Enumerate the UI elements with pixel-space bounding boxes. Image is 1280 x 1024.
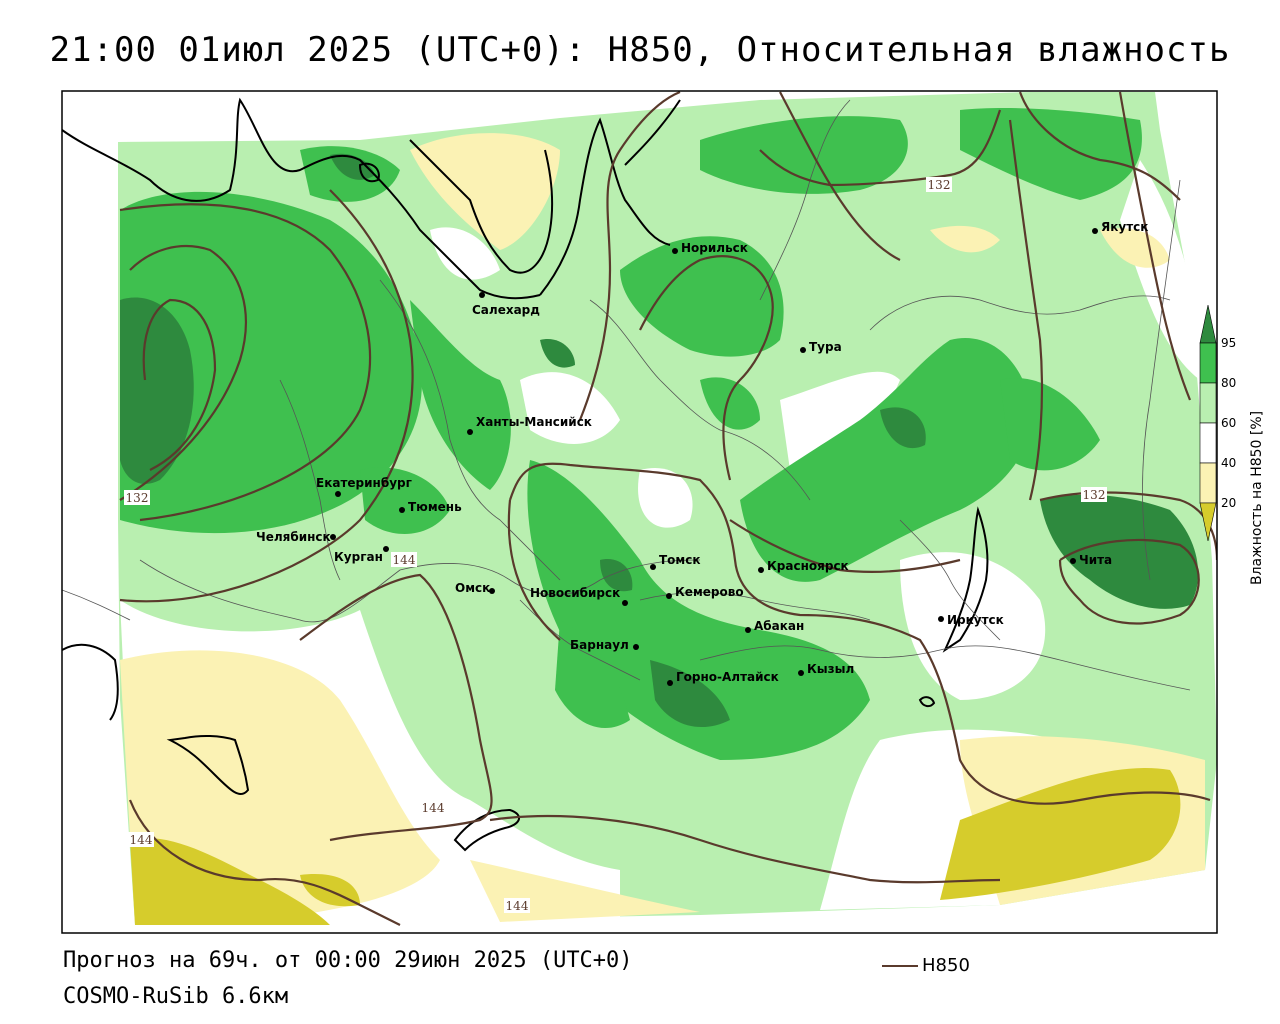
colorbar-segment-60-40: [1199, 422, 1217, 464]
city-norilsk: Норильск: [672, 241, 748, 255]
city-kurgan: Курган: [334, 546, 389, 564]
colorbar-tick: 40: [1221, 456, 1236, 470]
svg-text:Тюмень: Тюмень: [408, 500, 462, 514]
city-kyzyl: Кызыл: [798, 662, 854, 676]
svg-text:Тура: Тура: [809, 340, 842, 354]
city-gorno-altaysk: Горно-Алтайск: [667, 670, 779, 686]
colorbar-tick: 95: [1221, 336, 1236, 350]
city-irkutsk: Иркутск: [938, 613, 1004, 627]
cities: Якутск Норильск Салехард Тура Ханты-Манс…: [256, 220, 1148, 686]
city-yekaterinburg: Екатеринбург: [316, 476, 412, 497]
svg-text:Абакан: Абакан: [754, 619, 804, 633]
svg-text:132: 132: [928, 178, 951, 192]
map-frame: [61, 90, 1218, 934]
svg-text:144: 144: [130, 833, 153, 847]
isoline-legend-swatch: [882, 965, 918, 967]
city-tyumen: Тюмень: [399, 500, 462, 514]
colorbar-tick: 80: [1221, 376, 1236, 390]
isoline-label: 132: [1081, 487, 1107, 502]
svg-text:Екатеринбург: Екатеринбург: [316, 476, 412, 490]
isoline-label: 144: [504, 898, 530, 913]
isoline-labels: 132 132 132 144 144 144: [124, 177, 1107, 913]
svg-text:Салехард: Салехард: [472, 303, 540, 317]
svg-text:144: 144: [506, 899, 529, 913]
svg-text:Новосибирск: Новосибирск: [530, 586, 620, 600]
city-chita: Чита: [1070, 553, 1112, 567]
svg-text:Курган: Курган: [334, 550, 383, 564]
colorbar-tick: 20: [1221, 496, 1236, 510]
humidity-above-95-region: [120, 153, 1199, 728]
svg-text:Иркутск: Иркутск: [947, 613, 1004, 627]
svg-text:144: 144: [393, 553, 416, 567]
svg-text:Ханты-Мансийск: Ханты-Мансийск: [476, 415, 592, 429]
city-kemerovo: Кемерово: [666, 585, 744, 599]
city-khanty-mansiysk: Ханты-Мансийск: [467, 415, 592, 435]
colorbar-segment-under20: [1199, 502, 1217, 542]
model-name: COSMO-RuSib 6.6км: [63, 984, 289, 1009]
svg-text:132: 132: [1083, 488, 1106, 502]
colorbar-title: Влажность на H850 [%]: [1249, 411, 1265, 585]
colorbar: 95 80 60 40 20 Влажность на H850 [%]: [1199, 304, 1265, 585]
city-novosibirsk: Новосибирск: [530, 586, 628, 606]
isoline-label: 144: [391, 552, 417, 567]
isoline-label: 132: [926, 177, 952, 192]
h850-isolines: [119, 91, 1217, 926]
svg-text:Челябинск: Челябинск: [256, 530, 331, 544]
isoline-label: 144: [420, 800, 446, 815]
coastlines: [62, 97, 989, 852]
colorbar-segment-80-60: [1199, 382, 1217, 424]
isoline-label: 132: [124, 490, 150, 505]
svg-text:Барнаул: Барнаул: [570, 638, 629, 652]
city-krasnoyarsk: Красноярск: [758, 559, 849, 573]
svg-text:Томск: Томск: [659, 553, 701, 567]
forecast-info: Прогноз на 69ч. от 00:00 29июн 2025 (UTC…: [63, 948, 633, 973]
svg-text:Кемерово: Кемерово: [675, 585, 744, 599]
city-yakutsk: Якутск: [1092, 220, 1148, 234]
map-title: 21:00 01июл 2025 (UTC+0): H850, Относите…: [49, 30, 1231, 70]
svg-text:Чита: Чита: [1079, 553, 1112, 567]
colorbar-segment-95-80: [1199, 342, 1217, 384]
isoline-legend: H850: [882, 955, 970, 976]
svg-text:144: 144: [422, 801, 445, 815]
svg-text:Кызыл: Кызыл: [807, 662, 854, 676]
svg-text:Якутск: Якутск: [1101, 220, 1148, 234]
city-tomsk: Томск: [650, 553, 701, 570]
city-tura: Тура: [800, 340, 842, 354]
svg-text:Красноярск: Красноярск: [767, 559, 849, 573]
city-abakan: Абакан: [745, 619, 804, 633]
city-barnaul: Барнаул: [570, 638, 639, 652]
isoline-legend-label: H850: [922, 955, 970, 976]
city-salekhard: Салехард: [472, 292, 540, 317]
city-chelyabinsk: Челябинск: [256, 530, 336, 544]
city-omsk: Омск: [455, 581, 495, 595]
colorbar-tick: 60: [1221, 416, 1236, 430]
svg-text:Омск: Омск: [455, 581, 490, 595]
svg-text:132: 132: [126, 491, 149, 505]
humidity-80-95-region: [120, 108, 1142, 760]
svg-text:Горно-Алтайск: Горно-Алтайск: [676, 670, 779, 684]
colorbar-segment-40-20: [1199, 462, 1217, 504]
isoline-label: 144: [128, 832, 154, 847]
svg-text:Норильск: Норильск: [681, 241, 748, 255]
